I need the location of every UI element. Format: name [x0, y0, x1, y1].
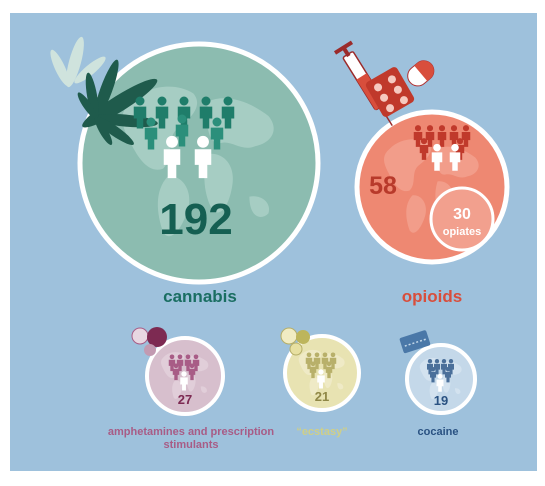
ecstasy-label: “ecstasy”: [296, 426, 348, 438]
opioids-value: 58: [369, 172, 397, 200]
ecstasy-bubble: 21: [280, 327, 361, 412]
opiates-label: opiates: [443, 226, 482, 238]
tablets-icon: [131, 327, 167, 356]
capsule-icon: [407, 60, 435, 87]
tablets-icon: [280, 327, 310, 356]
amphetamines-label-text: amphetamines and prescription stimulants: [107, 426, 275, 451]
cannabis-value: 192: [159, 195, 232, 244]
cocaine-label: cocaine: [417, 426, 459, 438]
pill-blister-icon: [365, 67, 415, 117]
amphetamines-label: amphetamines and prescription stimulants: [96, 426, 286, 452]
opiates-circle: [429, 186, 495, 252]
cocaine-bubble: 19: [399, 330, 477, 415]
opioids-bubble: 58 30 opiates: [333, 40, 510, 265]
opioids-label: opioids: [401, 287, 463, 306]
powder-packet-icon: [399, 330, 431, 354]
cocaine-value: 19: [434, 393, 448, 408]
opiates-value: 30: [453, 206, 471, 223]
amphetamines-bubble: 27: [131, 327, 225, 416]
cannabis-bubble: 192: [50, 36, 321, 285]
amphetamines-value: 27: [178, 392, 192, 407]
cannabis-leaf-icon: [50, 36, 106, 88]
cannabis-label: cannabis: [163, 287, 237, 306]
ecstasy-value: 21: [315, 389, 329, 404]
